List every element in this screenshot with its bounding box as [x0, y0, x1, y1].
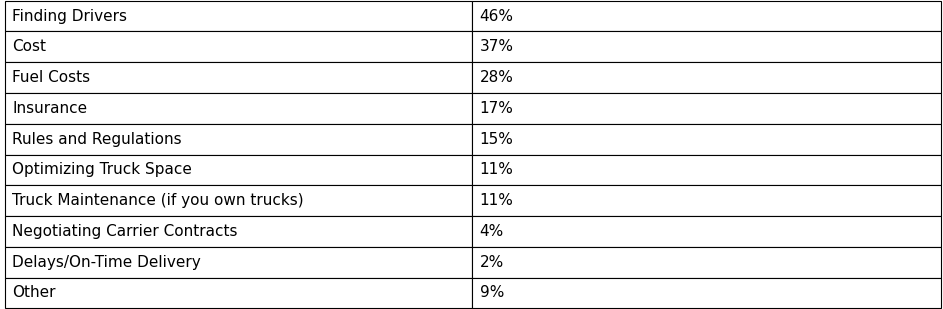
- Bar: [472, 247, 941, 277]
- Text: Insurance: Insurance: [12, 101, 88, 116]
- Text: 11%: 11%: [480, 163, 513, 177]
- Text: Negotiating Carrier Contracts: Negotiating Carrier Contracts: [12, 224, 238, 239]
- Text: 11%: 11%: [480, 193, 513, 208]
- Bar: [472, 154, 941, 185]
- Bar: [5, 277, 472, 308]
- Bar: [472, 277, 941, 308]
- Bar: [5, 93, 472, 124]
- Text: Finding Drivers: Finding Drivers: [12, 9, 127, 23]
- Bar: [472, 216, 941, 247]
- Bar: [472, 185, 941, 216]
- Text: 37%: 37%: [480, 39, 514, 54]
- Text: Truck Maintenance (if you own trucks): Truck Maintenance (if you own trucks): [12, 193, 304, 208]
- Text: 4%: 4%: [480, 224, 504, 239]
- Text: Rules and Regulations: Rules and Regulations: [12, 132, 182, 146]
- Text: Fuel Costs: Fuel Costs: [12, 70, 91, 85]
- Bar: [5, 32, 472, 62]
- Bar: [472, 32, 941, 62]
- Text: Other: Other: [12, 286, 56, 300]
- Text: 46%: 46%: [480, 9, 514, 23]
- Text: 28%: 28%: [480, 70, 513, 85]
- Text: 15%: 15%: [480, 132, 513, 146]
- Bar: [472, 1, 941, 32]
- Bar: [5, 216, 472, 247]
- Bar: [5, 124, 472, 154]
- Text: 17%: 17%: [480, 101, 513, 116]
- Text: Delays/On-Time Delivery: Delays/On-Time Delivery: [12, 255, 201, 270]
- Bar: [472, 62, 941, 93]
- Text: 2%: 2%: [480, 255, 504, 270]
- Text: 9%: 9%: [480, 286, 504, 300]
- Bar: [5, 1, 472, 32]
- Bar: [5, 247, 472, 277]
- Bar: [472, 93, 941, 124]
- Text: Optimizing Truck Space: Optimizing Truck Space: [12, 163, 192, 177]
- Bar: [5, 62, 472, 93]
- Bar: [472, 124, 941, 154]
- Bar: [5, 154, 472, 185]
- Text: Cost: Cost: [12, 39, 46, 54]
- Bar: [5, 185, 472, 216]
